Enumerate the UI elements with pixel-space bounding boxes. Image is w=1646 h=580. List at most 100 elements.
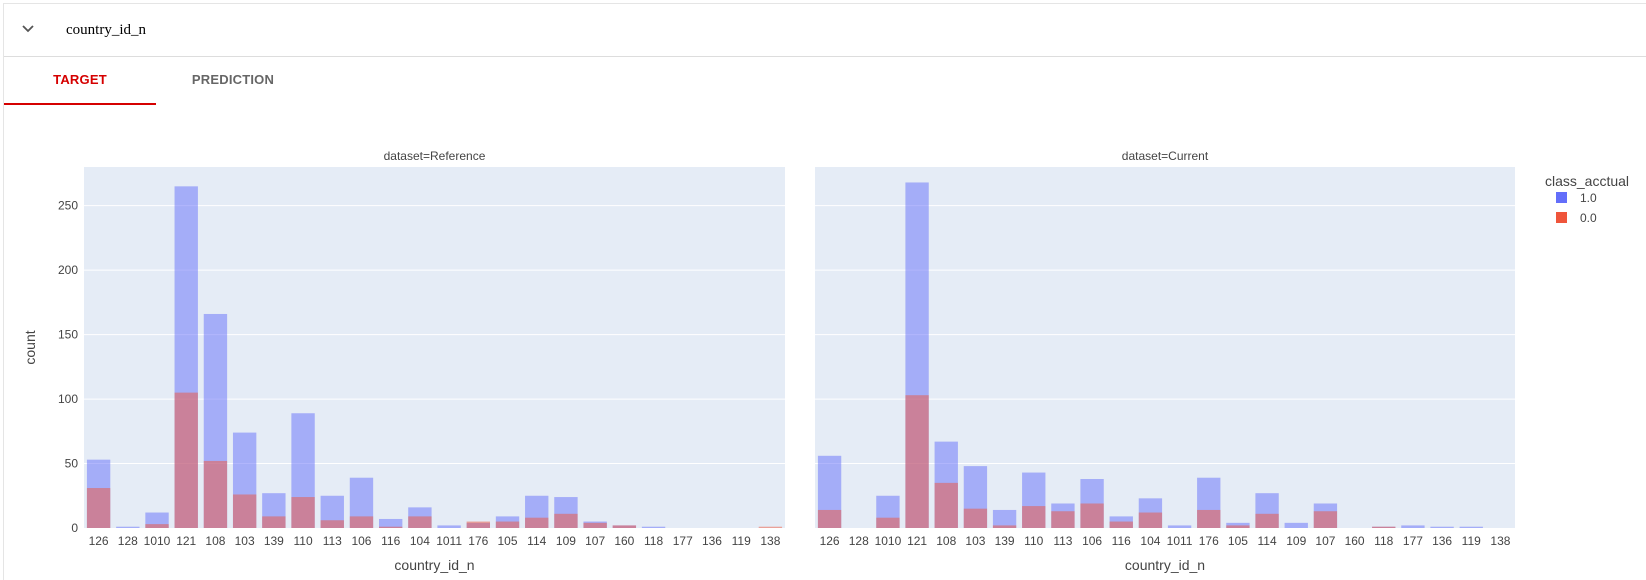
tab-prediction[interactable]: PREDICTION (191, 72, 275, 87)
x-tick-label: 107 (585, 534, 605, 548)
bar-0-0 (963, 508, 988, 528)
bar-0-0 (232, 494, 257, 528)
bar-0-0 (1313, 511, 1338, 528)
bar-0-0 (495, 521, 520, 528)
bar-0-0 (583, 522, 607, 528)
bar-0-0 (1255, 513, 1279, 528)
plot-background (815, 167, 1515, 528)
feature-card: country_id_n TARGET PREDICTION (3, 3, 1646, 580)
bar-0-0 (1022, 506, 1046, 528)
bar-0-0 (554, 513, 578, 528)
bar-0-0 (86, 488, 111, 528)
bar-0-0 (934, 482, 958, 528)
x-tick-label: 160 (614, 534, 634, 548)
x-tick-label: 139 (264, 534, 284, 548)
x-tick-label: 126 (820, 534, 840, 548)
bar-1-0 (1226, 522, 1250, 528)
x-tick-label: 106 (1082, 534, 1102, 548)
y-tick-label: 100 (58, 392, 78, 406)
y-tick-label: 250 (58, 199, 78, 213)
plot-background (84, 167, 785, 528)
x-tick-label: 114 (1258, 534, 1277, 548)
bar-0-0 (145, 524, 169, 528)
bar-0-0 (408, 516, 432, 528)
bar-0-0 (203, 460, 228, 528)
bar-0-0 (525, 517, 549, 528)
bar-0-0 (1080, 503, 1104, 528)
bar-0-0 (1226, 525, 1250, 528)
panel-title: dataset=Current (1122, 149, 1209, 163)
x-tick-label: 109 (556, 534, 576, 548)
legend-swatch (1556, 212, 1567, 223)
bar-0-0 (1197, 509, 1221, 528)
x-tick-label: 107 (1315, 534, 1335, 548)
x-tick-label: 108 (936, 534, 956, 548)
x-axis-title: country_id_n (394, 557, 474, 573)
x-tick-label: 176 (1199, 534, 1219, 548)
bar-1-0 (116, 526, 140, 528)
x-tick-label: 104 (1140, 534, 1160, 548)
x-tick-label: 138 (760, 534, 780, 548)
chevron-down-icon[interactable] (19, 20, 37, 38)
bar-0-0 (992, 525, 1017, 528)
x-tick-label: 110 (1024, 534, 1043, 548)
bar-0-0 (379, 526, 403, 528)
legend-swatch (1556, 192, 1567, 203)
bar-1-0 (1401, 525, 1425, 528)
bar-0-0 (349, 516, 374, 528)
x-tick-label: 136 (1432, 534, 1452, 548)
bar-1-0 (349, 477, 374, 528)
bar-1-0 (1167, 525, 1192, 528)
x-tick-label: 1010 (875, 534, 902, 548)
x-tick-label: 139 (995, 534, 1015, 548)
y-tick-label: 0 (71, 521, 78, 535)
x-tick-label: 103 (235, 534, 255, 548)
x-tick-label: 103 (965, 534, 985, 548)
bar-0-0 (262, 516, 286, 528)
bar-0-0 (1372, 526, 1396, 528)
x-tick-label: 176 (468, 534, 488, 548)
bar-1-0 (1284, 522, 1308, 528)
bar-0-0 (174, 392, 198, 528)
bar-1-0 (379, 518, 403, 528)
x-tick-label: 104 (410, 534, 430, 548)
x-tick-label: 109 (1286, 534, 1306, 548)
x-tick-label: 1011 (1167, 534, 1193, 548)
x-tick-label: 119 (1462, 534, 1481, 548)
bar-0-0 (905, 395, 929, 528)
tab-bar: TARGET PREDICTION (4, 57, 404, 105)
bar-0-0 (876, 517, 900, 528)
y-axis-title: count (22, 330, 38, 364)
bar-1-0 (992, 509, 1017, 528)
bar-0-0 (758, 526, 783, 528)
x-tick-label: 121 (176, 534, 196, 548)
x-tick-label: 105 (498, 534, 518, 548)
tab-target[interactable]: TARGET (4, 57, 156, 105)
x-tick-label: 128 (118, 534, 138, 548)
bar-0-0 (320, 520, 344, 528)
x-tick-label: 105 (1228, 534, 1248, 548)
x-tick-label: 106 (351, 534, 371, 548)
x-tick-label: 119 (732, 534, 751, 548)
bar-0-0 (612, 525, 637, 528)
x-tick-label: 1011 (436, 534, 462, 548)
x-tick-label: 1010 (144, 534, 171, 548)
bar-0-0 (466, 521, 490, 528)
bar-1-0 (1430, 526, 1454, 528)
x-tick-label: 118 (1374, 534, 1393, 548)
legend-label: 0.0 (1580, 211, 1597, 225)
y-tick-label: 50 (65, 457, 79, 471)
y-tick-label: 150 (58, 328, 78, 342)
legend-label: 1.0 (1580, 191, 1597, 205)
x-tick-label: 110 (293, 534, 312, 548)
bar-0-0 (1051, 511, 1075, 528)
x-tick-label: 108 (205, 534, 225, 548)
bar-1-0 (437, 525, 461, 528)
x-axis-title: country_id_n (1125, 557, 1205, 573)
x-tick-label: 113 (323, 534, 342, 548)
x-tick-label: 177 (1403, 534, 1423, 548)
x-tick-label: 116 (381, 534, 400, 548)
x-tick-label: 177 (673, 534, 693, 548)
x-tick-label: 114 (527, 534, 546, 548)
